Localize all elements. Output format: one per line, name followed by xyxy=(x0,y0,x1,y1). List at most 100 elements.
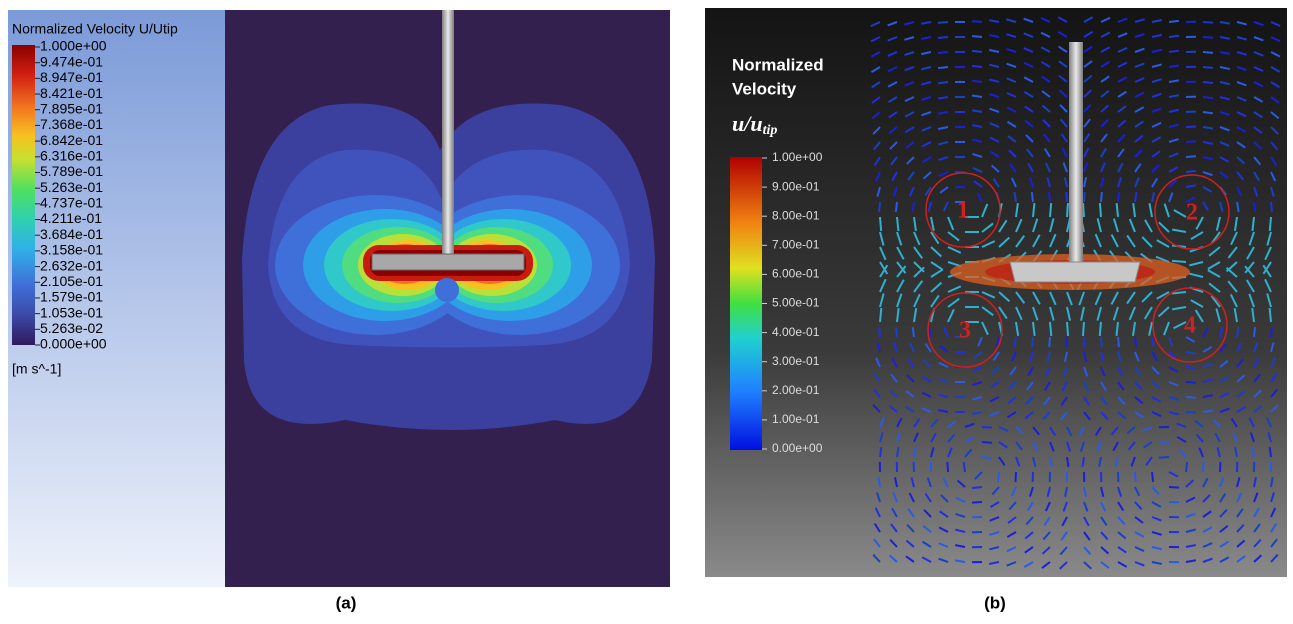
impeller xyxy=(372,254,524,270)
legend-label: 4.737e-01 xyxy=(40,195,103,211)
vector xyxy=(1118,192,1119,202)
unit-label: [m s^-1] xyxy=(12,361,61,377)
vector xyxy=(938,82,948,83)
vector xyxy=(1049,337,1050,347)
legend-label: 2.632e-01 xyxy=(40,257,103,273)
vector xyxy=(1100,203,1101,217)
vector xyxy=(1271,327,1272,337)
vector xyxy=(1254,327,1255,337)
vector xyxy=(1050,203,1051,217)
vector xyxy=(1159,457,1169,458)
vector xyxy=(1203,67,1213,68)
vector xyxy=(1083,322,1084,336)
vector xyxy=(1203,82,1213,83)
vector xyxy=(1084,337,1085,347)
legend-label: 2.00e-01 xyxy=(772,383,820,397)
vector xyxy=(1032,192,1033,202)
vector xyxy=(972,487,982,488)
symbol: u xyxy=(750,111,762,136)
vector xyxy=(913,327,914,337)
vector xyxy=(1186,156,1196,157)
vector xyxy=(880,308,881,322)
vector xyxy=(879,202,880,212)
subscript: tip xyxy=(763,123,778,138)
legend-title: Normalized xyxy=(732,55,824,74)
symbol: u xyxy=(732,111,744,136)
shaft xyxy=(442,10,454,265)
legend-label: 9.474e-01 xyxy=(40,53,103,69)
legend-label: 1.00e+00 xyxy=(772,150,823,164)
legend-label: 3.684e-01 xyxy=(40,226,103,242)
vector xyxy=(1203,462,1204,472)
vector xyxy=(1101,192,1102,202)
vector xyxy=(1067,203,1068,217)
legend-label: 4.00e-01 xyxy=(772,325,820,339)
legend-label: 7.895e-01 xyxy=(40,100,103,116)
vector xyxy=(1135,472,1136,482)
vector xyxy=(1152,472,1153,482)
legend-title: Velocity xyxy=(732,79,797,98)
legend-label: 7.00e-01 xyxy=(772,237,820,251)
vector xyxy=(938,67,948,68)
vector xyxy=(1186,397,1196,398)
colorbar xyxy=(12,45,35,345)
vector xyxy=(1050,322,1051,336)
vector xyxy=(880,447,881,457)
vector xyxy=(1186,141,1196,142)
vector xyxy=(1169,36,1179,37)
vector xyxy=(1186,367,1196,368)
vector xyxy=(1135,192,1136,202)
legend-label: 6.842e-01 xyxy=(40,132,103,148)
vector xyxy=(972,51,982,52)
vector xyxy=(1203,52,1213,53)
legend-label: 7.368e-01 xyxy=(40,116,103,132)
vector xyxy=(1117,203,1118,217)
vector xyxy=(879,327,880,337)
vector xyxy=(1083,203,1084,217)
vortex-label: 1 xyxy=(957,198,969,224)
vector xyxy=(1066,192,1067,202)
legend-label: 5.789e-01 xyxy=(40,163,103,179)
legend-labels: 1.000e+009.474e-018.947e-018.421e-017.89… xyxy=(35,38,107,352)
vector xyxy=(947,462,948,472)
vector xyxy=(1049,192,1050,202)
page: Normalized Velocity U/Utip 1.000e+009.47… xyxy=(0,0,1293,624)
vector xyxy=(972,21,982,22)
vector xyxy=(1169,21,1179,22)
vector xyxy=(1270,217,1271,231)
colorbar xyxy=(730,157,762,450)
vector xyxy=(1066,337,1067,347)
vector xyxy=(964,462,965,472)
vector xyxy=(1135,337,1136,347)
impeller xyxy=(1010,262,1140,282)
vector xyxy=(1203,112,1213,113)
vector xyxy=(1067,322,1068,336)
vector xyxy=(1101,337,1102,347)
vector xyxy=(1169,487,1179,488)
legend-label: 1.000e+00 xyxy=(40,38,107,54)
vector xyxy=(1032,337,1033,347)
legend-label: 0.00e+00 xyxy=(772,441,823,455)
vector xyxy=(982,442,992,443)
vector xyxy=(1186,382,1196,383)
legend-label: 9.00e-01 xyxy=(772,179,820,193)
vector xyxy=(1015,337,1016,347)
figure: Normalized Velocity U/Utip 1.000e+009.47… xyxy=(0,0,1293,619)
vector xyxy=(1169,51,1179,52)
legend-title: Normalized Velocity U/Utip xyxy=(12,21,178,37)
legend-label: 8.947e-01 xyxy=(40,69,103,85)
vector xyxy=(938,22,948,23)
vector xyxy=(896,327,897,337)
vector xyxy=(1100,322,1101,336)
vector xyxy=(972,36,982,37)
vector xyxy=(972,502,982,503)
legend-label: 6.316e-01 xyxy=(40,147,103,163)
caption: (a) xyxy=(336,593,357,612)
vector xyxy=(880,217,881,231)
vector xyxy=(1203,97,1213,98)
vector xyxy=(1203,22,1213,23)
legend-label: 1.00e-01 xyxy=(772,412,820,426)
vortex-label: 2 xyxy=(1186,200,1198,226)
legend-label: 5.00e-01 xyxy=(772,296,820,310)
legend-label: 5.263e-01 xyxy=(40,179,103,195)
